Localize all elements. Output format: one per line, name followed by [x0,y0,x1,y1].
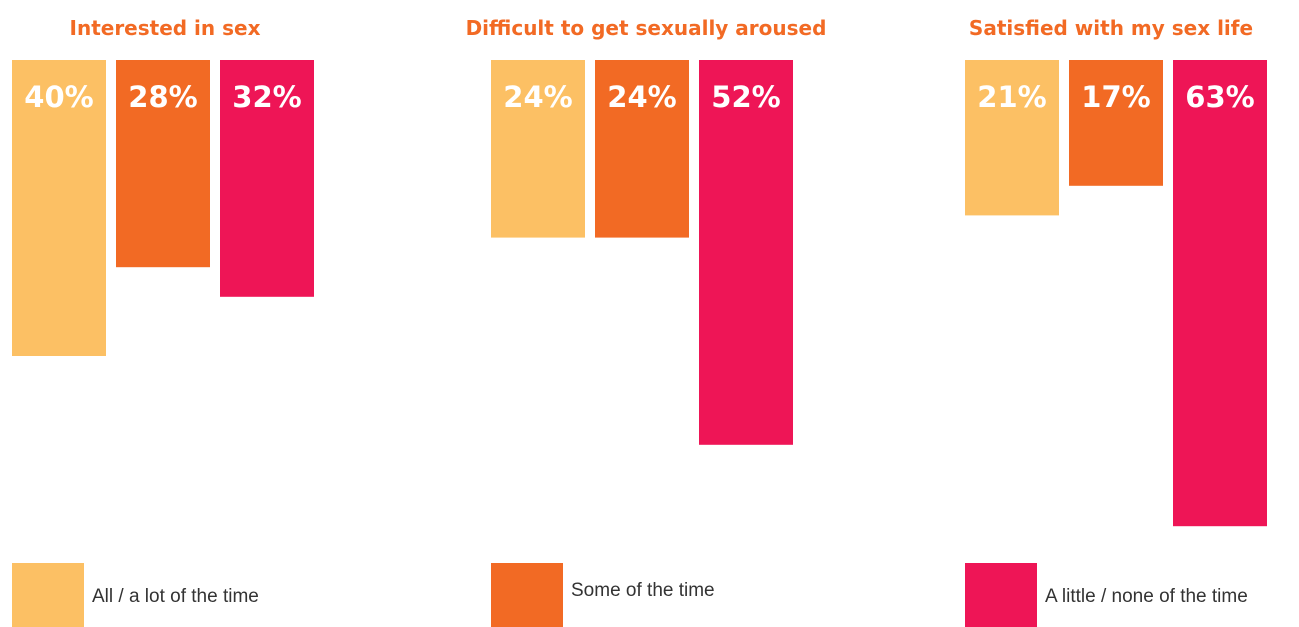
bar-2 [595,60,689,238]
bar-value-label: 63% [1185,80,1254,114]
bar-3 [699,60,793,445]
legend-label: Some of the time [571,580,715,601]
legend: All / a lot of the time Some of the time A… [12,563,1248,627]
chart-title: Satisfied with my sex life [969,16,1253,40]
chart-title: Difficult to get sexually aroused [466,16,827,40]
bar-value-label: 24% [607,80,676,114]
bar-value-label: 28% [128,80,197,114]
legend-swatch [491,563,563,627]
chart-panel-3: Satisfied with my sex life 21% 17% 63% [965,16,1267,527]
legend-label: All / a lot of the time [92,586,259,607]
chart-title: Interested in sex [70,16,261,40]
bar-value-label: 32% [232,80,301,114]
bar-2 [116,60,210,268]
chart-panel-1: Interested in sex 40% 28% 32% [12,16,314,356]
bar-value-label: 17% [1081,80,1150,114]
bar-1 [12,60,106,356]
bar-3 [220,60,314,297]
bar-1 [965,60,1059,216]
bar-value-label: 40% [24,80,93,114]
bar-value-label: 24% [503,80,572,114]
bar-3 [1173,60,1267,527]
bar-1 [491,60,585,238]
bar-value-label: 52% [711,80,780,114]
bar-2 [1069,60,1163,186]
legend-swatch [12,563,84,627]
chart-panel-2: Difficult to get sexually aroused 24% 24% 5… [466,16,827,445]
legend-swatch [965,563,1037,627]
legend-label: A little / none of the time [1045,586,1248,607]
bar-value-label: 21% [977,80,1046,114]
